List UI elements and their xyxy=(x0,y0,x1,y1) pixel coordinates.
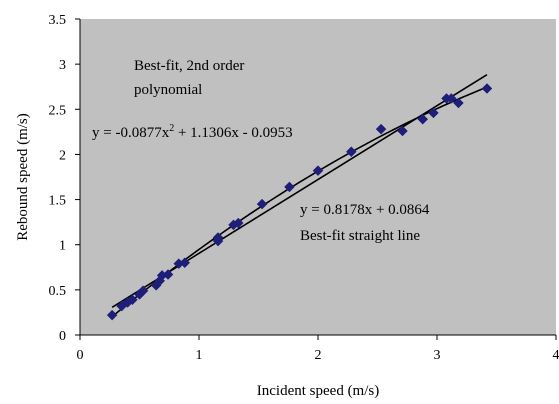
y-axis-label: Rebound speed (m/s) xyxy=(15,113,31,240)
x-tick-label: 0 xyxy=(77,348,84,363)
data-point xyxy=(127,294,138,306)
data-point xyxy=(256,198,268,210)
data-point xyxy=(375,123,387,135)
data-point xyxy=(312,165,324,177)
linear-fit-line xyxy=(111,74,488,308)
data-point xyxy=(162,269,174,280)
y-tick-label: 0 xyxy=(59,329,66,344)
x-tick-label: 2 xyxy=(315,348,322,363)
data-point xyxy=(453,97,464,109)
data-point xyxy=(481,83,493,94)
y-tick-label: 3.5 xyxy=(49,13,67,28)
data-point xyxy=(284,181,295,193)
data-point xyxy=(212,232,224,243)
x-axis-label: Incident speed (m/s) xyxy=(257,383,379,399)
y-tick-label: 1 xyxy=(59,239,66,254)
data-point xyxy=(137,285,149,297)
data-point xyxy=(417,113,429,125)
data-point xyxy=(232,217,244,229)
poly-fit-name-line2: polynomial xyxy=(134,82,202,98)
polynomial-fit-line xyxy=(111,86,488,318)
x-tick-label: 4 xyxy=(553,348,559,363)
poly-fit-name-line1: Best-fit, 2nd order xyxy=(134,58,244,74)
data-point xyxy=(345,146,357,158)
y-tick-label: 0.5 xyxy=(49,284,67,299)
data-point xyxy=(428,107,439,119)
data-point xyxy=(106,309,118,321)
y-tick-label: 2.5 xyxy=(49,103,67,118)
poly-fit-equation: y = -0.0877x2 + 1.1306x - 0.0953 xyxy=(92,123,293,141)
data-point xyxy=(397,125,408,137)
data-point xyxy=(179,257,191,269)
linear-fit-equation: y = 0.8178x + 0.0864 xyxy=(300,202,430,218)
linear-fit-name: Best-fit straight line xyxy=(300,228,420,244)
x-tick-label: 1 xyxy=(196,348,203,363)
y-tick-label: 2 xyxy=(59,148,66,163)
y-tick-label: 3 xyxy=(59,58,66,73)
y-tick-label: 1.5 xyxy=(49,194,67,209)
data-point xyxy=(445,93,457,104)
x-tick-label: 3 xyxy=(434,348,441,363)
